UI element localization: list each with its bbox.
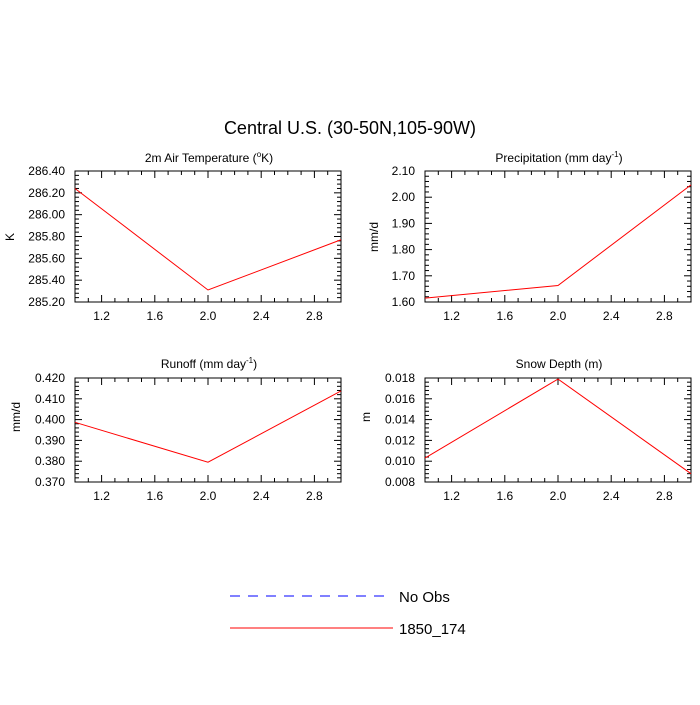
x-tick-label: 2.8 [656, 309, 673, 323]
y-tick-label: 0.016 [385, 392, 415, 406]
x-tick-label: 1.6 [496, 309, 513, 323]
x-tick-label: 2.4 [603, 489, 620, 503]
y-tick-label: 0.370 [35, 475, 65, 489]
y-axis-label: mm/d [367, 222, 381, 252]
panel-title-main: Precipitation (mm day [495, 151, 611, 165]
y-tick-label: 285.40 [28, 273, 65, 287]
panel-snow-depth: Snow Depth (m) m [359, 357, 602, 422]
series-line-1850-174 [424, 378, 692, 475]
x-tick-label: 2.4 [253, 489, 270, 503]
plot-area-3: 1.2 1.6 2.0 2.4 2.8 0.370 0.380 0.390 0.400 0.410… [35, 371, 342, 503]
y-tick-label: 0.010 [385, 454, 415, 468]
x-tick-label: 2.0 [550, 309, 567, 323]
y-tick-label: 286.40 [28, 164, 65, 178]
y-tick-label: 0.400 [35, 413, 65, 427]
plot-frame [74, 377, 342, 483]
panel-title-tail: ) [253, 357, 257, 371]
panel-title-main: Runoff (mm day [161, 357, 246, 371]
y-axis-label: mm/d [9, 402, 23, 432]
panel-title-sup: -1 [246, 356, 254, 365]
legend-label-no-obs: No Obs [399, 589, 450, 606]
panel-title: Runoff (mm day-1) [161, 356, 257, 371]
series-line-1850-174 [74, 390, 342, 463]
y-tick-label: 0.008 [385, 475, 415, 489]
panel-title-main: Snow Depth (m) [516, 357, 603, 371]
series-line-1850-174 [424, 184, 692, 299]
panel-title: Snow Depth (m) [516, 357, 603, 371]
x-tick-label: 2.8 [306, 309, 323, 323]
plot-area-1: 1.2 1.6 2.0 2.4 2.8 285.20 285.40 285.60 285.80 2… [28, 164, 342, 323]
y-axis-label: m [359, 412, 373, 422]
x-tick-label: 2.8 [656, 489, 673, 503]
x-tick-label: 1.6 [146, 489, 163, 503]
x-tick-label: 2.4 [603, 309, 620, 323]
y-tick-label: 0.410 [35, 392, 65, 406]
legend: No Obs 1850_174 [230, 589, 466, 638]
y-tick-label: 2.10 [392, 164, 416, 178]
panel-precipitation: Precipitation (mm day-1) mm/d [367, 150, 623, 252]
y-tick-label: 286.20 [28, 186, 65, 200]
y-tick-label: 285.20 [28, 295, 65, 309]
plot-frame [74, 170, 342, 303]
panel-title-sup: o [257, 150, 262, 159]
x-tick-label: 1.2 [443, 489, 460, 503]
plot-area-4: 1.2 1.6 2.0 2.4 2.8 0.008 0.010 0.012 0.014 0.016… [385, 371, 692, 503]
x-tick-label: 2.8 [306, 489, 323, 503]
panel-runoff: Runoff (mm day-1) mm/d [9, 356, 257, 432]
legend-label-1850-174: 1850_174 [399, 621, 466, 638]
x-tick-label: 1.2 [443, 309, 460, 323]
y-tick-label: 0.380 [35, 454, 65, 468]
y-tick-label: 0.018 [385, 371, 415, 385]
x-tick-label: 1.2 [93, 309, 110, 323]
plot-area-2: 1.2 1.6 2.0 2.4 2.8 1.60 1.70 1.80 1.90 2.00 2.10 [392, 164, 692, 323]
y-tick-label: 286.00 [28, 208, 65, 222]
x-tick-label: 1.2 [93, 489, 110, 503]
y-tick-label: 285.60 [28, 251, 65, 265]
x-tick-label: 1.6 [146, 309, 163, 323]
panel-title-tail: ) [619, 151, 623, 165]
panel-title-main: 2m Air Temperature ( [145, 151, 257, 165]
x-tick-label: 1.6 [496, 489, 513, 503]
panel-title: Precipitation (mm day-1) [495, 150, 622, 165]
x-tick-label: 2.0 [550, 489, 567, 503]
panel-title-tail: K) [261, 151, 273, 165]
series-line-1850-174 [74, 188, 342, 291]
x-tick-label: 2.4 [253, 309, 270, 323]
figure-title: Central U.S. (30-50N,105-90W) [224, 118, 476, 138]
panel-title-sup: -1 [611, 150, 619, 159]
y-tick-label: 1.80 [392, 243, 416, 257]
y-tick-label: 1.90 [392, 216, 416, 230]
x-tick-label: 2.0 [200, 489, 217, 503]
y-axis-label: K [3, 233, 17, 241]
y-tick-label: 0.014 [385, 413, 415, 427]
panel-temperature: 2m Air Temperature (oK) K [3, 150, 273, 241]
y-tick-label: 2.00 [392, 190, 416, 204]
y-tick-label: 0.012 [385, 433, 415, 447]
y-tick-label: 0.420 [35, 371, 65, 385]
y-tick-label: 0.390 [35, 433, 65, 447]
y-tick-label: 1.60 [392, 295, 416, 309]
x-tick-label: 2.0 [200, 309, 217, 323]
y-tick-label: 1.70 [392, 269, 416, 283]
plot-frame [424, 377, 692, 483]
y-tick-label: 285.80 [28, 230, 65, 244]
panel-title: 2m Air Temperature (oK) [145, 150, 273, 165]
plot-frame [424, 170, 692, 303]
